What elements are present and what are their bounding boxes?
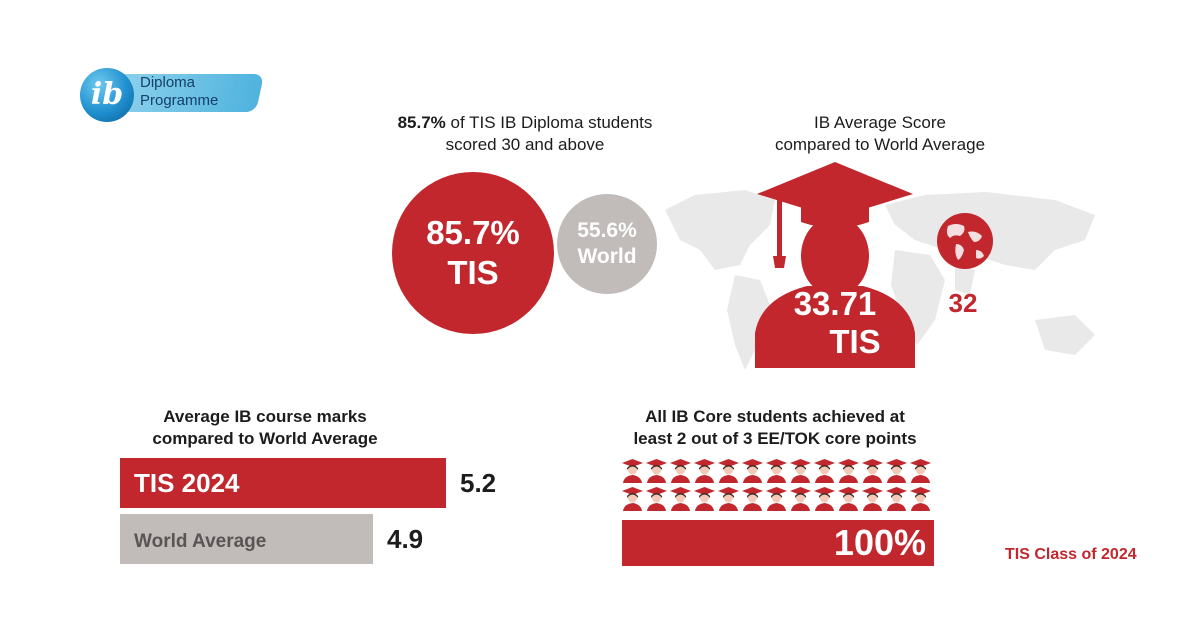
logo-line-1: Diploma [140, 74, 196, 91]
pass-rate-caption-line-1: 85.7% of TIS IB Diploma students [340, 112, 710, 134]
student-icon [766, 487, 787, 511]
bar-tis-2024: TIS 2024 [120, 458, 446, 508]
bar-value-world-average: 4.9 [387, 524, 424, 554]
course-marks-title-line-2: compared to World Average [152, 429, 378, 448]
student-icon [814, 459, 835, 483]
pass-rate-caption: 85.7% of TIS IB Diploma students scored … [340, 112, 710, 156]
student-icon [622, 459, 643, 483]
student-icon [622, 487, 643, 511]
student-icon [718, 459, 739, 483]
student-icon [862, 487, 883, 511]
student-icon [910, 459, 931, 483]
student-icon [646, 487, 667, 511]
tis-pass-rate-value: 85.7% [426, 214, 520, 251]
world-pass-rate-label: World [577, 245, 637, 268]
bar-label-world-average: World Average [134, 531, 267, 552]
pass-rate-caption-line-2: scored 30 and above [445, 135, 605, 154]
student-icon [814, 487, 835, 511]
student-icon [862, 459, 883, 483]
student-icon [886, 487, 907, 511]
average-score-caption-line-2: compared to World Average [774, 135, 986, 154]
average-score-caption: IB Average Score compared to World Avera… [740, 112, 1020, 156]
class-of-2024-label: TIS Class of 2024 [1005, 546, 1137, 563]
student-icon [790, 459, 811, 483]
course-marks-title-line-1: Average IB course marks [163, 407, 367, 426]
course-marks-title: Average IB course marks compared to Worl… [120, 406, 410, 450]
student-pictogram [622, 459, 934, 511]
tis-average-score: 33.71 [793, 285, 877, 322]
student-icon [910, 487, 931, 511]
student-icon [790, 487, 811, 511]
world-pass-rate-value: 55.6% [577, 219, 637, 242]
bar-world-average: World Average [120, 514, 373, 564]
ib-logo-icon: ib [80, 68, 134, 122]
average-score-caption-line-1: IB Average Score [814, 113, 946, 132]
student-icon [742, 459, 763, 483]
pass-rate-caption-rest: of TIS IB Diploma students [445, 113, 653, 132]
core-points-title-line-2: least 2 out of 3 EE/TOK core points [633, 429, 917, 448]
logo-line-2: Programme [140, 92, 219, 109]
core-points-title: All IB Core students achieved at least 2… [605, 406, 945, 450]
student-icon [670, 459, 691, 483]
student-icon [886, 459, 907, 483]
student-icon [838, 459, 859, 483]
student-row [622, 459, 934, 483]
core-achievement-value: 100% [833, 522, 926, 563]
student-icon [646, 459, 667, 483]
globe-icon [937, 213, 993, 269]
world-average-score: 32 [948, 288, 978, 318]
core-points-title-line-1: All IB Core students achieved at [645, 407, 905, 426]
student-icon [838, 487, 859, 511]
graduate-icon [755, 162, 915, 368]
student-row [622, 487, 934, 511]
tis-pass-rate-bubble: 85.7% TIS [392, 172, 554, 334]
student-icon [694, 487, 715, 511]
bar-value-tis-2024: 5.2 [460, 468, 497, 498]
world-pass-rate-bubble: 55.6% World [557, 194, 657, 294]
student-icon [766, 459, 787, 483]
bar-label-tis-2024: TIS 2024 [134, 468, 240, 498]
ib-diploma-logo: ib Diploma Programme [80, 68, 270, 124]
pass-rate-highlight: 85.7% [397, 113, 446, 132]
student-icon [670, 487, 691, 511]
tis-average-label: TIS [829, 323, 881, 360]
core-achievement-bar: 100% [622, 520, 934, 566]
tis-pass-rate-label: TIS [447, 254, 499, 291]
student-icon [694, 459, 715, 483]
logo-text: Diploma Programme [140, 74, 218, 110]
student-icon [718, 487, 739, 511]
student-icon [742, 487, 763, 511]
